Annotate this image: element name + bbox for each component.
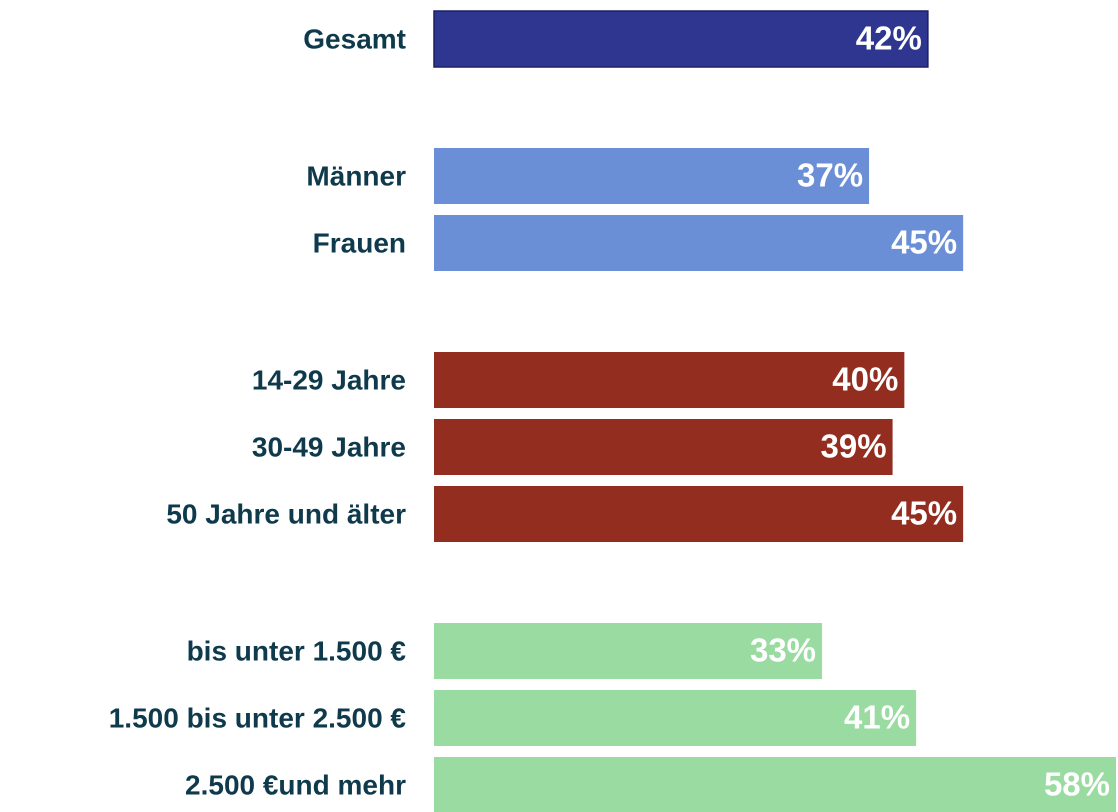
bar: [434, 419, 893, 475]
category-label: Gesamt: [303, 23, 406, 54]
category-label: 14-29 Jahre: [252, 364, 406, 395]
category-label: 50 Jahre und älter: [166, 498, 406, 529]
value-label: 37%: [797, 157, 863, 194]
bar: [434, 215, 964, 271]
category-label: 2.500 €und mehr: [185, 769, 406, 800]
value-label: 45%: [891, 224, 957, 261]
category-label: Frauen: [313, 227, 406, 258]
value-label: 42%: [856, 20, 922, 57]
value-label: 58%: [1044, 766, 1110, 803]
bar: [433, 10, 929, 68]
category-label: Männer: [306, 160, 406, 191]
category-label: bis unter 1.500 €: [187, 635, 407, 666]
value-label: 39%: [821, 428, 887, 465]
bar: [434, 690, 917, 746]
value-label: 33%: [750, 632, 816, 669]
category-label: 30-49 Jahre: [252, 431, 406, 462]
value-label: 45%: [891, 495, 957, 532]
value-label: 41%: [844, 699, 910, 736]
category-label: 1.500 bis unter 2.500 €: [109, 702, 407, 733]
bar: [434, 757, 1116, 812]
bar: [434, 486, 964, 542]
bar: [434, 623, 823, 679]
bar: [434, 148, 870, 204]
value-label: 40%: [832, 361, 898, 398]
bar: [434, 352, 905, 408]
